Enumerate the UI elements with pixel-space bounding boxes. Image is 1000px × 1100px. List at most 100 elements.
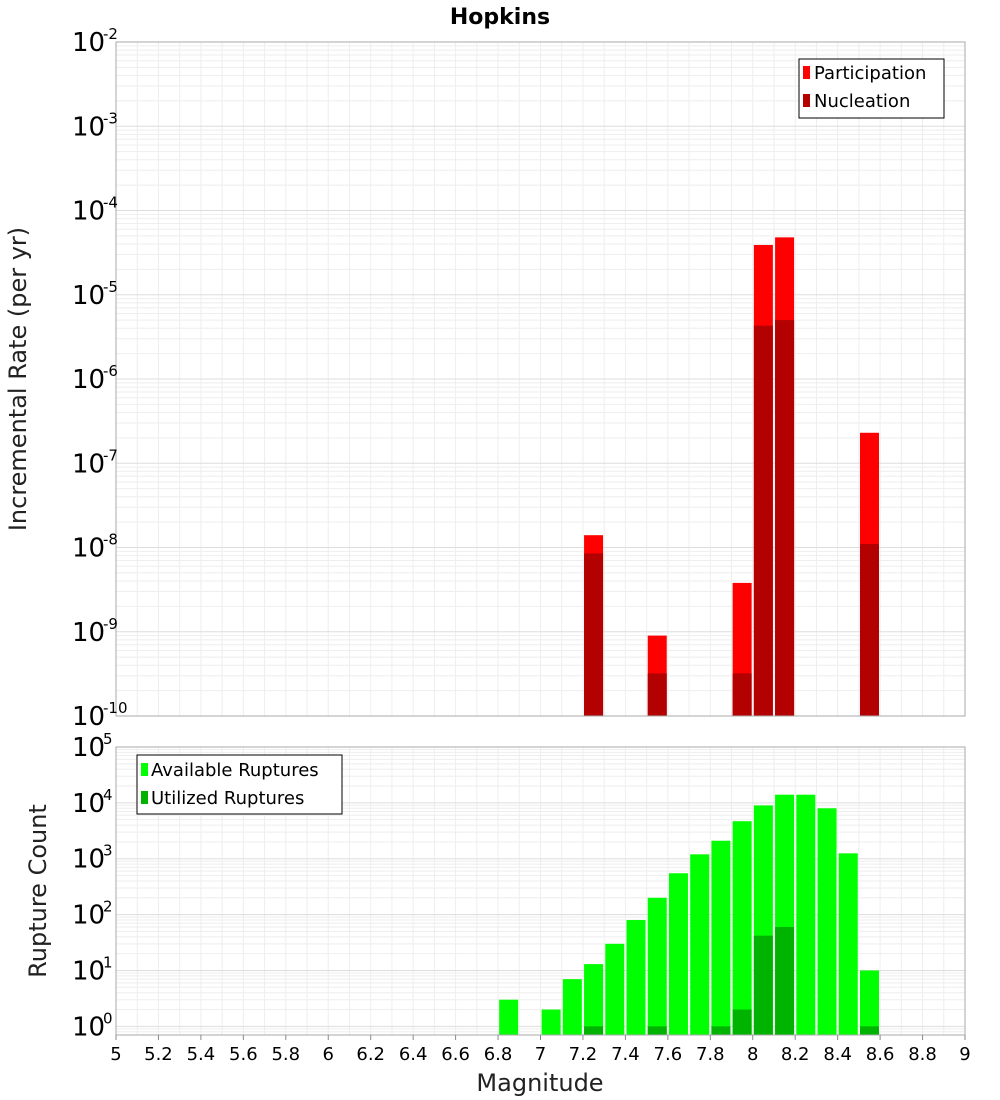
nucleation-legend-label: Nucleation: [814, 91, 910, 112]
available-bar: [647, 897, 667, 1035]
y-tick-label: 10: [72, 618, 105, 648]
y-tick-exponent: -3: [103, 109, 118, 127]
y-tick-exponent: -2: [103, 25, 118, 43]
nucleation-legend-swatch: [803, 94, 810, 107]
available-legend-label: Available Ruptures: [151, 760, 319, 781]
y-tick-label: 10: [72, 449, 105, 479]
x-tick-label: 7: [535, 1044, 546, 1065]
rate-grid: [115, 41, 966, 717]
x-tick-label: 8.6: [866, 1044, 895, 1065]
count-legend-box: [136, 754, 343, 815]
y-tick-exponent: 3: [103, 842, 113, 860]
y-tick-exponent: 4: [103, 786, 113, 804]
utilized-bar: [753, 935, 773, 1035]
y-tick-label: 10: [72, 28, 105, 58]
y-tick-exponent: -6: [103, 362, 118, 380]
y-tick-exponent: 5: [103, 730, 113, 748]
magnitude-x-axis-label: Magnitude: [476, 1069, 603, 1097]
participation-legend-swatch: [803, 66, 810, 79]
y-tick-label: 10: [72, 281, 105, 311]
available-bar: [562, 979, 582, 1035]
x-tick-label: 6: [323, 1044, 334, 1065]
y-tick-label: 10: [72, 197, 105, 227]
nucleation-bar: [732, 673, 752, 716]
utilized-bar: [647, 1026, 667, 1035]
x-tick-label: 5.8: [271, 1044, 300, 1065]
available-bar: [541, 1009, 561, 1035]
utilized-bar: [732, 1009, 752, 1035]
utilized-bar: [711, 1026, 731, 1035]
y-tick-label: 10: [72, 789, 105, 819]
x-tick-label: 8.2: [781, 1044, 810, 1065]
available-bar: [817, 808, 837, 1035]
utilized-bar: [859, 1026, 879, 1035]
y-tick-exponent: -8: [103, 531, 118, 549]
available-legend-swatch: [141, 763, 148, 776]
x-tick-label: 7.4: [611, 1044, 640, 1065]
y-tick-exponent: -7: [103, 446, 118, 464]
y-tick-label: 10: [72, 1012, 105, 1042]
y-tick-exponent: 2: [103, 898, 113, 916]
nucleation-bar: [753, 325, 773, 716]
nucleation-bar: [584, 553, 604, 716]
utilized-bar: [584, 1026, 604, 1035]
y-tick-exponent: 1: [103, 953, 113, 971]
available-bar: [711, 840, 731, 1035]
y-tick-label: 10: [72, 845, 105, 875]
rate-plot-frame: [115, 41, 966, 717]
x-tick-label: 5: [110, 1044, 121, 1065]
available-bar: [796, 794, 816, 1035]
utilized-legend-label: Utilized Ruptures: [151, 788, 304, 809]
x-tick-label: 8.8: [908, 1044, 937, 1065]
y-tick-exponent: 0: [103, 1009, 113, 1027]
available-bar: [626, 920, 646, 1035]
x-tick-label: 6.8: [484, 1044, 513, 1065]
participation-legend-label: Participation: [814, 63, 926, 84]
x-tick-label: 8: [747, 1044, 758, 1065]
chart-title: Hopkins: [450, 5, 550, 30]
x-tick-label: 6.6: [441, 1044, 470, 1065]
count-y-axis-label: Rupture Count: [24, 804, 52, 978]
y-tick-label: 10: [72, 702, 105, 732]
x-tick-label: 6.4: [399, 1044, 428, 1065]
available-bar: [668, 873, 688, 1035]
y-tick-label: 10: [72, 901, 105, 931]
y-tick-label: 10: [72, 365, 105, 395]
y-tick-label: 10: [72, 956, 105, 986]
count-bars: [499, 794, 879, 1035]
rate-legend-box: [798, 58, 945, 119]
available-bar: [499, 999, 519, 1035]
y-tick-exponent: -4: [103, 194, 118, 212]
available-bar: [690, 854, 710, 1035]
x-tick-label: 7.6: [654, 1044, 683, 1065]
count-legend: Available Ruptures Utilized Ruptures: [136, 754, 343, 815]
nucleation-bar: [775, 320, 795, 716]
x-tick-label: 7.2: [569, 1044, 598, 1065]
x-tick-label: 5.2: [144, 1044, 173, 1065]
y-tick-label: 10: [72, 534, 105, 564]
x-tick-label: 6.2: [356, 1044, 385, 1065]
nucleation-bar: [859, 544, 879, 716]
rate-bars: [584, 237, 879, 717]
y-tick-label: 10: [72, 112, 105, 142]
rate-y-axis-label: Incremental Rate (per yr): [4, 227, 32, 531]
x-tick-label: 5.6: [229, 1044, 258, 1065]
available-bar: [584, 964, 604, 1035]
rate-legend: Participation Nucleation: [798, 58, 945, 119]
y-tick-exponent: -5: [103, 278, 118, 296]
magnitude-x-ticks: 5 5.2 5.4 5.6 5.8 6 6.2 6.4 6.6 6.8 7 7.2 7.4 7.6 7.8 8…: [110, 1035, 971, 1065]
y-tick-exponent: -10: [103, 699, 128, 717]
available-bar: [605, 943, 625, 1035]
x-tick-label: 7.8: [696, 1044, 725, 1065]
x-tick-label: 9: [959, 1044, 970, 1065]
available-bar: [732, 821, 752, 1035]
utilized-legend-swatch: [141, 791, 148, 804]
utilized-bar: [775, 927, 795, 1035]
y-tick-exponent: -9: [103, 615, 118, 633]
x-tick-label: 8.4: [823, 1044, 852, 1065]
